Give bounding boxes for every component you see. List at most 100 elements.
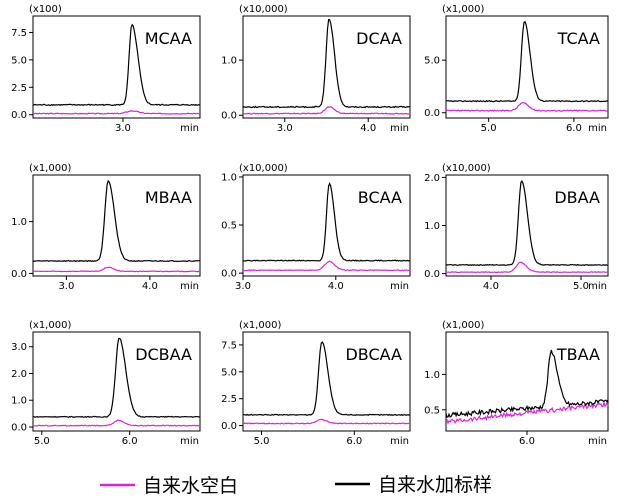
y-tick-label: 2.5 — [11, 83, 27, 94]
x-tick-label: 6.0 — [346, 436, 362, 447]
series-line-spiked — [445, 179, 608, 266]
series-line-blank — [243, 260, 411, 272]
x-unit-label: min — [588, 436, 607, 447]
compound-label: TCAA — [557, 29, 600, 48]
series-line-spiked — [446, 20, 609, 103]
y-tick-label: 2.0 — [424, 173, 440, 184]
plot-frame — [445, 15, 609, 119]
plot-frame — [242, 15, 411, 119]
scale-label: (x10,000) — [239, 4, 288, 15]
y-tick-label: 2.0 — [11, 369, 27, 380]
x-tick-label: 4.0 — [483, 281, 499, 292]
x-unit-label: min — [180, 436, 199, 447]
x-tick-label: 3.0 — [235, 281, 251, 292]
y-tick-label: 5.0 — [424, 56, 440, 67]
chart-panel-mcaa: 0.0 2.5 5.0 7.5 3.0 min (x100) MCAA — [11, 4, 201, 134]
x-unit-label: min — [588, 123, 607, 134]
compound-label: DBAA — [554, 188, 600, 207]
y-tick-label: 0.0 — [221, 111, 237, 122]
y-tick-label: 1.0 — [221, 172, 237, 183]
x-tick-label: 3.0 — [58, 281, 74, 292]
scale-label: (x1,000) — [29, 320, 71, 331]
chart-panel-tbaa: 0.5 1.0 6.0 min (x1,000) TBAA — [424, 320, 609, 447]
scale-label: (x1,000) — [442, 4, 484, 15]
legend-blank-label: 自来水空白 — [143, 475, 238, 497]
y-tick-label: 1.0 — [11, 396, 27, 407]
x-tick-label: 5.0 — [34, 436, 50, 447]
x-unit-label: min — [588, 281, 607, 292]
x-unit-label: min — [180, 281, 199, 292]
scale-label: (x1,000) — [239, 320, 281, 331]
x-unit-label: min — [390, 436, 409, 447]
chart-panel-mbaa: 0.0 1.0 3.0 4.0 min (x1,000) MBAA — [11, 163, 201, 292]
y-tick-label: 0.0 — [424, 269, 440, 280]
y-tick-label: 1.0 — [424, 221, 440, 232]
series-line-spiked — [32, 23, 201, 107]
series-line-spiked — [242, 18, 411, 109]
chart-panel-dcaa: 0.0 1.0 3.0 4.0 min (x10,000) DCAA — [221, 4, 411, 134]
y-tick-label: 5.0 — [11, 55, 27, 66]
x-tick-label: 5.0 — [481, 123, 497, 134]
series-line-blank — [242, 106, 410, 115]
x-tick-label: 3.0 — [115, 123, 131, 134]
scale-label: (x100) — [29, 4, 62, 15]
plot-frame — [242, 331, 411, 432]
compound-label: TBAA — [556, 345, 600, 364]
plot-frame — [32, 331, 201, 432]
chart-panel-dbaa: 0.0 1.0 2.0 4.0 5.0 min (x10,000) DBAA — [424, 163, 609, 292]
compound-label: MCAA — [145, 29, 192, 48]
scale-label: (x1,000) — [29, 163, 71, 174]
x-tick-label: 6.0 — [519, 436, 535, 447]
plot-frame — [32, 15, 201, 119]
compound-label: DCBAA — [135, 345, 192, 364]
x-tick-label: 4.0 — [360, 123, 376, 134]
series-line-spiked — [445, 349, 609, 418]
x-unit-label: min — [390, 123, 409, 134]
x-tick-label: 3.0 — [277, 123, 293, 134]
scale-label: (x10,000) — [442, 163, 491, 174]
y-tick-label: 7.5 — [221, 340, 237, 351]
compound-label: MBAA — [145, 188, 192, 207]
compound-label: DCAA — [356, 29, 402, 48]
series-line-blank — [242, 418, 411, 425]
y-tick-label: 3.0 — [11, 342, 27, 353]
series-line-blank — [445, 261, 609, 274]
chart-panel-bcaa: 0.0 0.5 1.0 3.0 4.0 min (x10,000) BCAA — [221, 163, 411, 292]
y-tick-label: 1.0 — [221, 56, 237, 67]
x-tick-label: 6.0 — [566, 123, 582, 134]
series-line-spiked — [33, 337, 201, 418]
plot-frame — [32, 174, 201, 277]
y-tick-label: 7.5 — [11, 28, 27, 39]
legend: 自来水空白 自来水加标样 — [100, 474, 492, 497]
series-line-blank — [33, 419, 201, 427]
y-tick-label: 2.5 — [221, 394, 237, 405]
x-tick-label: 4.0 — [142, 281, 158, 292]
series-line-blank — [445, 400, 609, 425]
series-line-blank — [32, 110, 201, 115]
scale-label: (x10,000) — [239, 163, 288, 174]
chart-panel-dbcaa: 0.0 2.5 5.0 7.5 5.0 6.0 min (x1,000) DBCAA — [221, 320, 411, 447]
x-tick-label: 5.0 — [573, 281, 589, 292]
x-unit-label: min — [180, 123, 199, 134]
scale-label: (x1,000) — [442, 320, 484, 331]
y-tick-label: 0.0 — [11, 110, 27, 121]
y-tick-label: 5.0 — [221, 367, 237, 378]
x-unit-label: min — [390, 281, 409, 292]
compound-label: BCAA — [358, 188, 402, 207]
y-tick-label: 0.5 — [221, 221, 237, 232]
series-line-spiked — [32, 179, 200, 263]
series-line-spiked — [243, 181, 411, 262]
chart-panel-dcbaa: 0.0 1.0 2.0 3.0 5.0 6.0 min (x1,000) DCBAA — [11, 320, 201, 447]
series-line-spiked — [242, 341, 411, 417]
y-tick-label: 0.0 — [11, 269, 27, 280]
series-line-blank — [445, 101, 609, 112]
y-tick-label: 1.0 — [424, 370, 440, 381]
y-tick-label: 0.0 — [221, 269, 237, 280]
x-tick-label: 5.0 — [254, 436, 270, 447]
compound-label: DBCAA — [345, 345, 402, 364]
y-tick-label: 0.0 — [221, 421, 237, 432]
y-tick-label: 0.5 — [424, 405, 440, 416]
series-line-blank — [32, 266, 201, 273]
y-tick-label: 1.0 — [11, 217, 27, 228]
